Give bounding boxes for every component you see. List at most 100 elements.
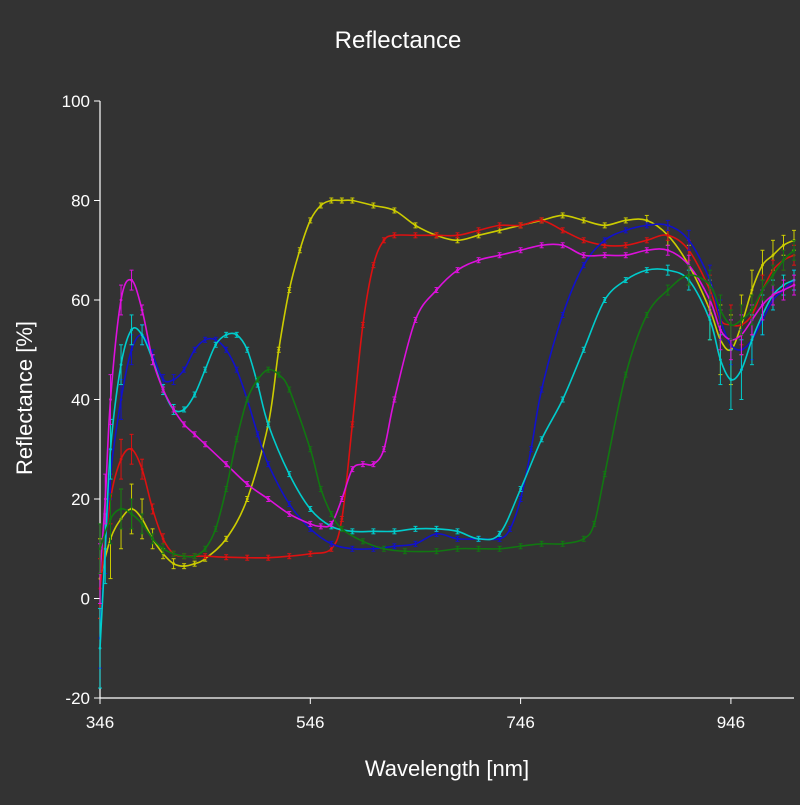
y-tick-label: 60 — [71, 291, 90, 310]
data-point — [582, 263, 586, 267]
data-point — [119, 363, 123, 367]
data-point — [350, 529, 354, 533]
data-point — [371, 529, 375, 533]
data-point — [340, 517, 344, 521]
data-point — [498, 253, 501, 257]
series-group — [98, 239, 796, 575]
data-point — [414, 223, 417, 227]
data-point — [540, 219, 544, 222]
data-point — [172, 552, 176, 556]
data-point — [109, 517, 112, 521]
data-point — [256, 383, 260, 386]
data-point — [435, 549, 438, 553]
data-point — [792, 248, 796, 252]
data-point — [308, 219, 312, 222]
data-point — [151, 358, 154, 362]
data-point — [224, 537, 228, 541]
data-point — [582, 219, 586, 222]
data-point — [561, 214, 565, 217]
data-point — [140, 333, 144, 337]
data-point — [382, 547, 386, 551]
x-tick-label: 946 — [717, 713, 745, 732]
data-point — [414, 318, 417, 322]
data-point — [718, 328, 722, 332]
data-point — [540, 542, 544, 546]
data-point — [592, 522, 596, 526]
data-point — [624, 373, 628, 377]
data-point — [582, 238, 586, 242]
data-point — [414, 542, 417, 546]
data-point — [750, 308, 754, 312]
data-point — [161, 388, 165, 391]
data-point — [645, 223, 649, 227]
data-point — [308, 447, 312, 451]
data-point — [214, 343, 218, 347]
data-point — [687, 273, 691, 277]
data-point — [182, 564, 186, 568]
y-tick-label: 80 — [71, 192, 90, 211]
data-point — [103, 547, 107, 551]
data-point — [266, 556, 270, 560]
data-point — [319, 204, 323, 207]
data-point — [740, 318, 743, 322]
data-point — [782, 288, 785, 292]
data-point — [350, 422, 354, 426]
chart-title: Reflectance — [335, 27, 462, 54]
data-point — [119, 398, 123, 401]
data-point — [456, 268, 459, 272]
data-point — [140, 467, 144, 471]
y-tick-label: -20 — [65, 689, 90, 708]
data-point — [203, 547, 207, 551]
data-point — [718, 358, 722, 362]
data-point — [235, 368, 239, 372]
data-point — [277, 348, 281, 352]
data-point — [761, 288, 764, 292]
data-point — [498, 532, 501, 536]
data-point — [224, 487, 228, 491]
data-point — [477, 258, 480, 262]
data-point — [256, 432, 260, 436]
data-point — [456, 537, 459, 541]
data-point — [245, 482, 249, 486]
data-point — [119, 507, 123, 511]
data-point — [350, 199, 354, 202]
data-point — [161, 537, 165, 541]
data-point — [666, 288, 670, 292]
data-point — [256, 378, 260, 381]
data-point — [161, 547, 165, 551]
data-point — [414, 527, 417, 531]
y-tick-label: 0 — [81, 590, 90, 609]
data-point — [298, 248, 302, 252]
data-point — [761, 303, 764, 307]
data-point — [582, 253, 586, 257]
data-point — [193, 554, 197, 558]
data-point — [161, 378, 165, 381]
data-point — [245, 398, 249, 401]
data-point — [130, 447, 133, 451]
data-point — [561, 228, 565, 232]
series-layer — [98, 197, 796, 689]
data-point — [329, 542, 333, 546]
data-point — [266, 462, 270, 466]
data-point — [771, 253, 775, 257]
data-point — [708, 283, 712, 287]
data-point — [393, 529, 396, 533]
data-point — [193, 348, 197, 352]
data-point — [561, 542, 565, 546]
data-point — [603, 243, 607, 247]
data-point — [151, 507, 154, 511]
x-tick-label: 346 — [86, 713, 114, 732]
data-point — [498, 537, 501, 541]
data-point — [130, 278, 133, 282]
data-point — [540, 437, 544, 441]
data-point — [371, 263, 375, 267]
data-point — [498, 547, 501, 551]
data-point — [382, 447, 386, 451]
data-point — [603, 223, 607, 227]
data-point — [319, 524, 323, 528]
data-point — [329, 522, 333, 526]
data-point — [645, 248, 649, 252]
data-point — [130, 348, 133, 352]
data-point — [350, 467, 354, 471]
